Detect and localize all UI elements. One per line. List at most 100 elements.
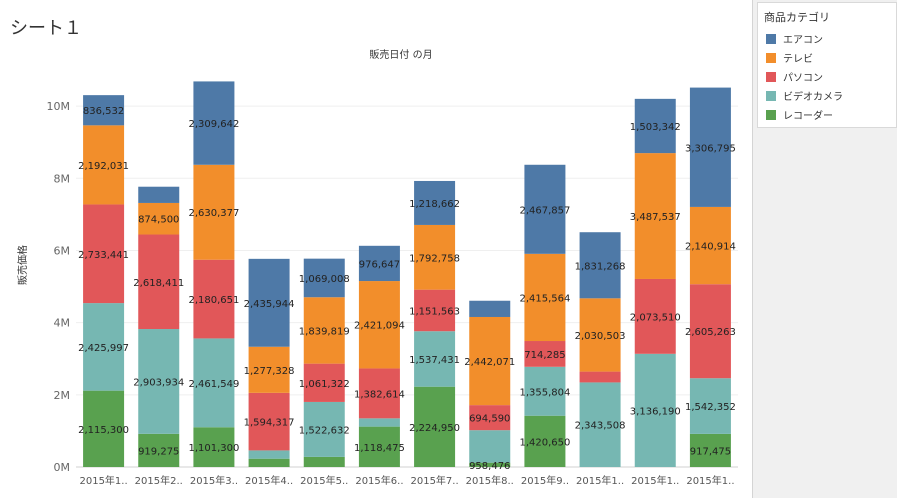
x-tick-label: 2015年3.. [190, 474, 238, 487]
bar-segment [469, 316, 511, 406]
data-label: 2,605,263 [685, 327, 736, 338]
y-tick-label: 8M [54, 172, 71, 185]
legend-item-aircon[interactable]: エアコン [758, 29, 896, 48]
legend-label: テレビ [783, 54, 813, 65]
data-label: 1,069,008 [299, 274, 350, 285]
x-tick-label: 2015年6.. [355, 474, 403, 487]
bar-segment [634, 98, 676, 154]
bar-segment [193, 164, 235, 260]
data-label: 2,343,508 [575, 421, 626, 432]
data-label: 2,630,377 [188, 208, 239, 219]
legend-swatch [766, 90, 776, 101]
data-label: 714,285 [524, 350, 565, 361]
data-label: 2,224,950 [409, 423, 460, 434]
data-label: 1,792,758 [409, 253, 460, 264]
data-label: 3,136,190 [630, 406, 681, 417]
legend-item-recorder[interactable]: レコーダー [758, 105, 896, 124]
bar-segment [358, 418, 400, 427]
y-tick-label: 4M [54, 317, 71, 330]
legend[interactable]: 商品カテゴリ エアコン テレビ パソコン ビデオカメラ レコーダー [757, 2, 897, 128]
sheet-title: シート１ [10, 18, 82, 39]
bar-segment [248, 392, 290, 451]
bar-segment [469, 462, 511, 467]
legend-swatch [766, 33, 776, 44]
x-tick-label: 2015年1.. [576, 474, 624, 487]
legend-item-videocamera[interactable]: ビデオカメラ [758, 86, 896, 105]
data-label: 1,101,300 [188, 443, 239, 454]
data-label: 958,476 [469, 461, 510, 472]
legend-swatch [766, 109, 776, 120]
y-tick-label: 2M [54, 389, 71, 402]
bar-segment [634, 278, 676, 354]
data-label: 836,532 [83, 106, 124, 117]
bar-segment [193, 338, 235, 428]
data-label: 1,420,650 [519, 437, 570, 448]
legend-label: レコーダー [783, 111, 833, 122]
bar-segment [83, 204, 125, 304]
bar-segment [579, 298, 621, 372]
bar-segment [138, 186, 180, 203]
bar-segment [138, 433, 180, 467]
bar-segment [689, 284, 731, 379]
data-label: 2,073,510 [630, 312, 681, 323]
data-label: 1,537,431 [409, 355, 460, 366]
data-label: 917,475 [690, 446, 731, 457]
x-tick-label: 2015年4.. [245, 474, 293, 487]
bar-segment [634, 153, 676, 279]
bar-segment [83, 390, 125, 467]
x-tick-label: 2015年1.. [631, 474, 679, 487]
bar-segment [193, 427, 235, 467]
bar-segment [193, 259, 235, 339]
bar-segment [414, 289, 456, 332]
bar-segment [303, 363, 345, 402]
data-label: 2,192,031 [78, 161, 129, 172]
bar-segment [83, 125, 125, 205]
bar-segment [469, 430, 511, 463]
data-label: 1,503,342 [630, 122, 681, 133]
bar-segment [358, 281, 400, 369]
bar-segment [689, 87, 731, 207]
data-label: 2,733,441 [78, 250, 129, 261]
data-label: 874,500 [138, 215, 179, 226]
data-label: 1,355,804 [519, 387, 570, 398]
data-label: 976,647 [359, 259, 400, 270]
bar-segment [524, 164, 566, 254]
bar-segment [303, 456, 345, 467]
data-label: 1,151,563 [409, 306, 460, 317]
bar-segment [303, 401, 345, 457]
x-tick-label: 2015年2.. [135, 474, 183, 487]
x-tick-label: 2015年9.. [521, 474, 569, 487]
data-label: 1,831,268 [575, 261, 626, 272]
legend-label: エアコン [783, 35, 823, 46]
legend-title: 商品カテゴリ [764, 11, 830, 24]
data-label: 694,590 [469, 414, 510, 425]
bar-segment [248, 258, 290, 347]
bar-segment [689, 206, 731, 285]
bar-segment [358, 245, 400, 282]
legend-item-tv[interactable]: テレビ [758, 48, 896, 67]
legend-swatch [766, 71, 776, 82]
data-label: 2,903,934 [133, 377, 184, 388]
bar-segment [414, 180, 456, 225]
bar-segment [358, 426, 400, 467]
x-tick-label: 2015年1.. [79, 474, 127, 487]
bar-segment [414, 386, 456, 467]
data-label: 2,435,944 [244, 299, 295, 310]
bar-segment [248, 458, 290, 467]
legend-label: ビデオカメラ [783, 92, 843, 103]
data-label: 2,309,642 [188, 119, 239, 130]
bar-segment [469, 300, 511, 317]
bar-segment [138, 234, 180, 330]
chart-title: 販売日付 の月 [369, 48, 432, 61]
x-tick-label: 2015年1.. [686, 474, 734, 487]
legend-item-pc[interactable]: パソコン [758, 67, 896, 86]
data-label: 2,421,094 [354, 321, 405, 332]
bar-segment [248, 450, 290, 459]
bar-segment [579, 232, 621, 299]
stacked-bar-chart: 販売日付 の月 販売価格 2,115,300 2,425,997 2,733,441… [16, 48, 738, 487]
data-label: 1,061,322 [299, 379, 350, 390]
x-tick-label: 2015年7.. [410, 474, 458, 487]
x-tick-label: 2015年5.. [300, 474, 348, 487]
data-label: 2,030,503 [575, 331, 626, 342]
data-label: 1,277,328 [244, 366, 295, 377]
